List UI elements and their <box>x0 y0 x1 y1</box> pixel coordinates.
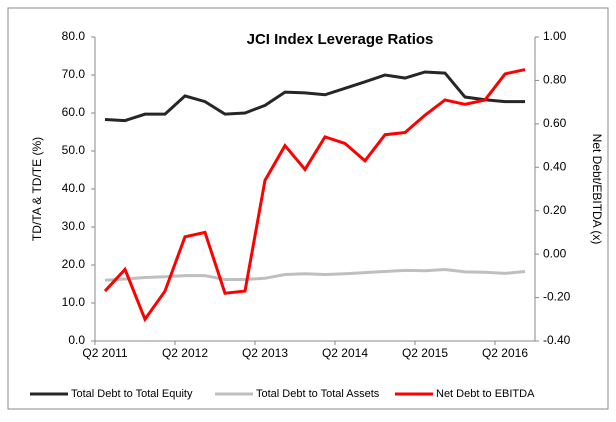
y-tick-label: 0.0 <box>68 333 85 347</box>
y2-axis-label: Net Debt/EBITDA (x) <box>590 134 604 245</box>
y-tick-label: 60.0 <box>62 105 86 119</box>
x-tick-label: Q2 2016 <box>482 346 528 360</box>
y-tick-label: 10.0 <box>62 295 86 309</box>
y-tick-label: 80.0 <box>62 29 86 43</box>
legend-label: Total Debt to Total Equity <box>71 388 193 400</box>
series-line <box>104 70 525 123</box>
x-tick-label: Q2 2014 <box>322 346 368 360</box>
y-tick-label: 40.0 <box>62 181 86 195</box>
x-tick-label: Q2 2015 <box>402 346 448 360</box>
y2-tick-label: -0.40 <box>543 333 571 347</box>
series-line <box>104 268 526 282</box>
x-tick-label: Q2 2012 <box>162 346 208 360</box>
y-tick-label: 30.0 <box>62 219 86 233</box>
series-line <box>103 68 526 323</box>
y2-tick-label: 0.40 <box>543 159 567 173</box>
y2-tick-label: 0.80 <box>543 73 567 87</box>
y2-tick-label: 0.00 <box>543 246 567 260</box>
x-tick-label: Q2 2011 <box>82 346 127 360</box>
y-tick-label: 20.0 <box>62 257 86 271</box>
chart-title: JCI Index Leverage Ratios <box>247 31 434 48</box>
x-tick-label: Q2 2013 <box>242 346 288 360</box>
y2-tick-label: 0.20 <box>543 203 567 217</box>
y2-tick-label: -0.20 <box>543 290 571 304</box>
y-tick-label: 50.0 <box>62 143 86 157</box>
y-axis-label: TD/TA & TD/TE (%) <box>30 137 44 241</box>
y2-tick-label: 1.00 <box>543 29 567 43</box>
legend-label: Net Debt to EBITDA <box>436 388 535 400</box>
chart-frame <box>7 7 609 410</box>
y2-tick-label: 0.60 <box>543 116 567 130</box>
y-tick-label: 70.0 <box>62 67 86 81</box>
legend-label: Total Debt to Total Assets <box>256 388 380 400</box>
